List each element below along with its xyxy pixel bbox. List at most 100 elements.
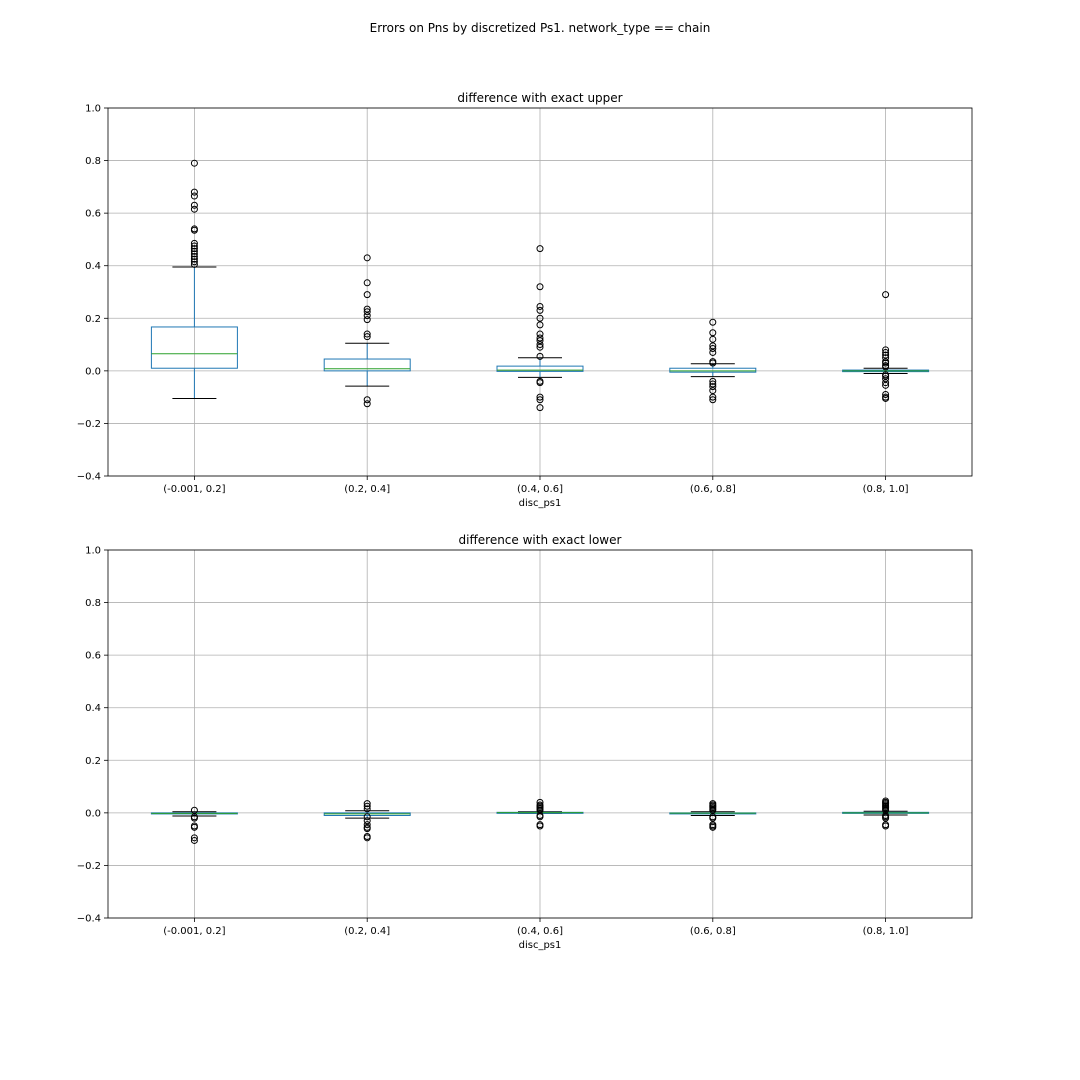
chart-1-xtick-label: (0.8, 1.0] [863, 926, 909, 937]
flier-point [363, 305, 371, 313]
flier-point [363, 817, 371, 825]
chart-1-ytick-label: 0.6 [85, 651, 101, 662]
flier-point [709, 806, 717, 814]
flier-point [190, 814, 198, 822]
lower-boxplot-axes: −0.4 −0.2 0.0 0.2 0.4 0.6 0.8 1.0 (-0.001, 0.2] (… [77, 533, 973, 951]
chart-0-box-2 [496, 245, 584, 412]
flier-point [363, 400, 371, 408]
flier-point [190, 188, 198, 196]
upper-boxplot-axes: −0.4 −0.2 0.0 0.2 0.4 0.6 0.8 1.0 (-0.001, 0.2] (… [77, 91, 973, 509]
flier-point [709, 387, 717, 395]
flier-point [363, 802, 371, 810]
flier-point [190, 159, 198, 167]
chart-0-xtick-label: (-0.001, 0.2] [163, 484, 225, 495]
flier-point [882, 394, 890, 402]
flier-point [536, 283, 544, 291]
flier-point [363, 254, 371, 262]
chart-1-xtick-label: (-0.001, 0.2] [163, 926, 225, 937]
flier-point [709, 823, 717, 831]
chart-1-ytick-label: −0.4 [77, 914, 101, 925]
flier-point [190, 247, 198, 255]
chart-0-box-1 [323, 254, 411, 408]
flier-point [882, 372, 890, 380]
flier-point [536, 302, 544, 310]
flier-point [190, 242, 198, 250]
chart-0-ytick-label: −0.4 [77, 472, 101, 483]
flier-point [363, 825, 371, 833]
flier-point [363, 316, 371, 324]
flier-point [190, 806, 198, 814]
flier-point [363, 396, 371, 404]
chart-1-box-4 [842, 797, 930, 830]
flier-point [882, 379, 890, 387]
flier-point [536, 245, 544, 253]
iqr-box [669, 367, 757, 373]
flier-point [882, 822, 890, 830]
flier-point [709, 396, 717, 404]
chart-1-box-0 [150, 806, 238, 844]
flier-point [536, 806, 544, 814]
chart-0-box-3 [669, 318, 757, 404]
flier-point [190, 823, 198, 831]
flier-point [536, 343, 544, 351]
iqr-box [496, 365, 584, 372]
flier-point [363, 330, 371, 338]
flier-point [190, 239, 198, 247]
flier-point [882, 348, 890, 356]
chart-0-xtick-label: (0.8, 1.0] [863, 484, 909, 495]
flier-point [363, 312, 371, 320]
flier-point [709, 380, 717, 388]
flier-point [536, 337, 544, 345]
flier-point [190, 201, 198, 209]
flier-point [709, 383, 717, 391]
chart-1-box-3 [669, 800, 757, 831]
chart-1-ytick-label: 0.8 [85, 598, 101, 609]
flier-point [709, 359, 717, 367]
flier-point [536, 314, 544, 322]
flier-point [190, 192, 198, 200]
flier-point [709, 335, 717, 343]
flier-point [536, 352, 544, 360]
flier-point [536, 379, 544, 387]
flier-point [363, 333, 371, 341]
flier-point [882, 351, 890, 359]
flier-point [536, 321, 544, 329]
chart-0-ytick-label: −0.2 [77, 419, 101, 430]
flier-point [536, 393, 544, 401]
chart-0-ytick-label: 0.4 [85, 261, 101, 272]
flier-point [363, 279, 371, 287]
flier-point [190, 226, 198, 234]
chart-1-ytick-label: 1.0 [85, 546, 101, 557]
flier-point [882, 381, 890, 389]
chart-1-ytick-label: 0.4 [85, 703, 101, 714]
flier-point [363, 834, 371, 842]
flier-point [882, 354, 890, 362]
flier-point [190, 205, 198, 213]
flier-point [363, 813, 371, 821]
flier-point [882, 363, 890, 371]
chart-1-xtick-label: (0.6, 0.8] [690, 926, 736, 937]
flier-point [536, 822, 544, 830]
flier-point [190, 255, 198, 263]
flier-point [363, 821, 371, 829]
chart-1-xtick-label: (0.4, 0.6] [517, 926, 563, 937]
flier-point [190, 253, 198, 261]
flier-point [190, 245, 198, 253]
chart-0-title: difference with exact upper [457, 91, 622, 105]
flier-point [363, 800, 371, 808]
flier-point [882, 375, 890, 383]
chart-1-xlabel: disc_ps1 [519, 940, 562, 951]
flier-point [190, 836, 198, 844]
chart-1-xtick-label: (0.2, 0.4] [344, 926, 390, 937]
chart-0-xtick-label: (0.4, 0.6] [517, 484, 563, 495]
chart-1-box-2 [496, 798, 584, 830]
chart-0-xlabel: disc_ps1 [519, 498, 562, 509]
flier-point [536, 404, 544, 412]
flier-point [709, 393, 717, 401]
flier-point [536, 813, 544, 821]
flier-point [709, 342, 717, 350]
chart-0-ytick-label: 1.0 [85, 104, 101, 115]
flier-point [363, 308, 371, 316]
flier-point [190, 250, 198, 258]
